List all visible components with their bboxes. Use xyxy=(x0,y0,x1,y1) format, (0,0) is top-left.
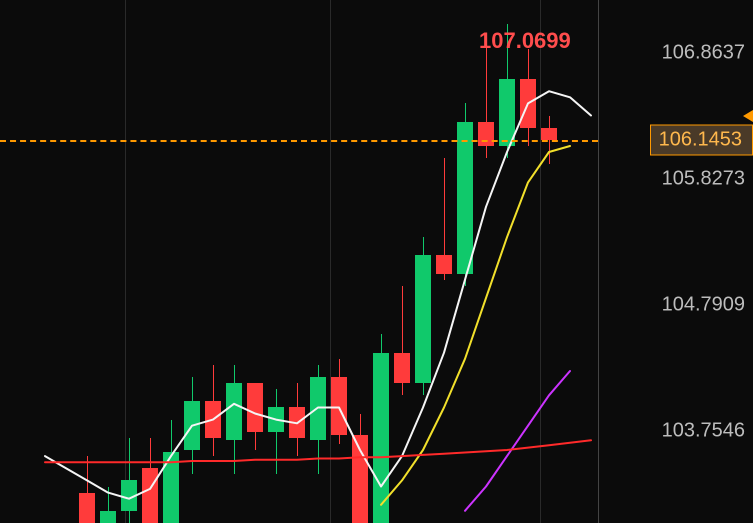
candle-body xyxy=(415,255,431,383)
candle-body xyxy=(184,401,200,450)
candle-body xyxy=(331,377,347,435)
plot-area[interactable] xyxy=(0,0,598,523)
candle-body xyxy=(373,353,389,523)
last-price-label: 106.1453 xyxy=(650,125,753,156)
candle-body xyxy=(520,79,536,128)
candle-body xyxy=(310,377,326,440)
candle-body xyxy=(457,122,473,274)
high-price-label: 107.0699 xyxy=(479,28,571,54)
candle-body xyxy=(79,493,95,523)
candle-body xyxy=(100,511,116,523)
candle-body xyxy=(226,383,242,440)
y-axis-tick: 106.8637 xyxy=(662,42,745,65)
vertical-gridline xyxy=(330,0,331,523)
y-axis: 106.8637 105.8273 104.7909 103.7546 106.1453 xyxy=(598,0,753,523)
candle-body xyxy=(394,353,410,383)
candle-body xyxy=(541,128,557,140)
candle-body xyxy=(436,255,452,273)
y-axis-tick: 103.7546 xyxy=(662,420,745,443)
candle-body xyxy=(142,468,158,523)
candlestick-chart[interactable]: 106.8637 105.8273 104.7909 103.7546 106.1453… xyxy=(0,0,753,523)
candle-body xyxy=(289,407,305,437)
candle-body xyxy=(352,435,368,523)
candle-wick xyxy=(276,389,277,474)
price-arrow-icon xyxy=(743,110,753,122)
candle-body xyxy=(499,79,515,146)
vertical-gridline xyxy=(540,0,541,523)
candle-body xyxy=(268,407,284,431)
axis-divider xyxy=(598,0,599,523)
candle-body xyxy=(205,401,221,437)
candle-body xyxy=(247,383,263,432)
candle-body xyxy=(163,452,179,523)
y-axis-tick: 104.7909 xyxy=(662,294,745,317)
vertical-gridline xyxy=(125,0,126,523)
candle-body xyxy=(121,480,137,510)
last-price-line xyxy=(0,140,598,142)
y-axis-tick: 105.8273 xyxy=(662,168,745,191)
